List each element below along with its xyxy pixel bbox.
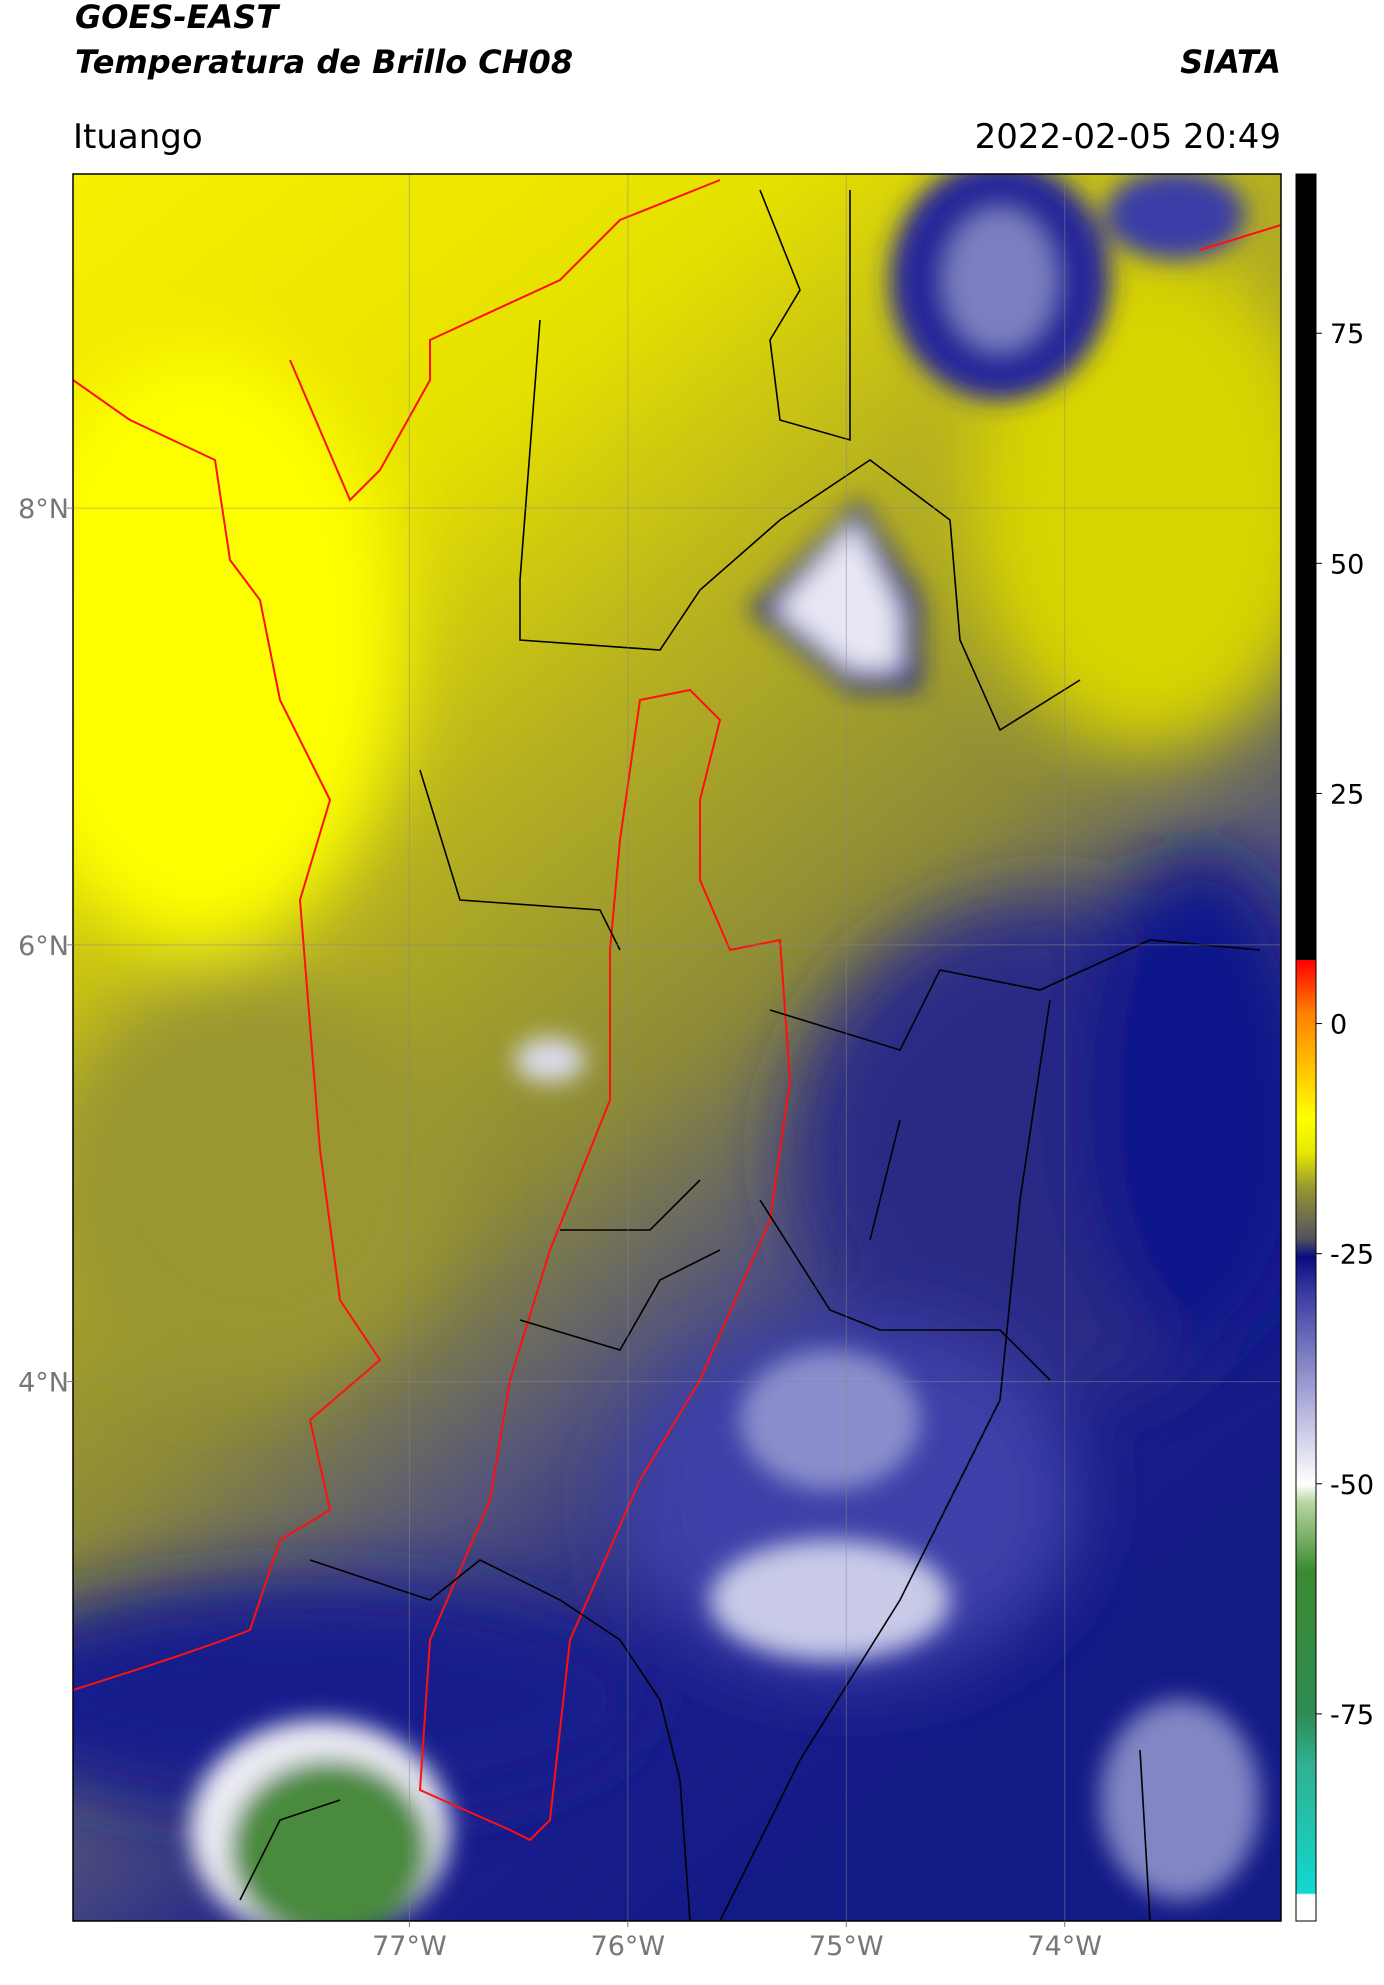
graticule [73,174,1281,1921]
location: Ituango [73,117,203,157]
satellite-image [73,174,1281,1921]
x-tick-label: 76°W [591,1931,666,1962]
title: GOES-EAST [75,0,280,36]
x-tick-label: 77°W [372,1931,447,1962]
x-tick-label: 74°W [1027,1931,1102,1962]
colorbar-tick-label: 25 [1330,779,1364,810]
map-frame [72,173,1282,1922]
y-tick-label: 4°N [18,1368,69,1399]
x-tick-label: 75°W [809,1931,884,1962]
datetime: 2022-02-05 20:49 [975,117,1281,157]
subtitle: Temperatura de Brillo CH08 [75,43,573,81]
colorbar-tick-label: -50 [1330,1470,1374,1501]
colorbar-tick-label: 75 [1330,319,1364,350]
colorbar-tick-label: -25 [1330,1240,1374,1271]
ticks: 77°W 76°W 75°W 74°W 4°N 6°N 8°N -75 -50 -25 0 25 50 7… [18,319,1374,1962]
colorbar [1295,173,1317,1922]
colorbar-tick-label: 50 [1330,549,1364,580]
source: SIATA [1180,43,1281,81]
y-tick-label: 8°N [18,494,69,525]
colorbar-tick-label: 0 [1330,1010,1347,1041]
y-tick-label: 6°N [18,931,69,962]
colorbar-tick-label: -75 [1330,1700,1374,1731]
